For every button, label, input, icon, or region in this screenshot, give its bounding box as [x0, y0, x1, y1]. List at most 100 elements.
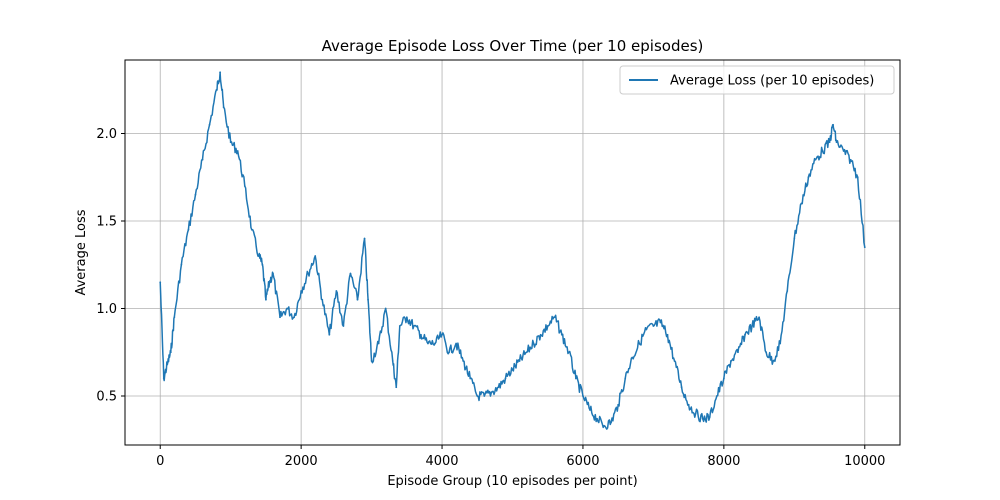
- data-point: [504, 377, 507, 380]
- data-point: [687, 403, 690, 406]
- data-point: [455, 342, 458, 345]
- data-point: [617, 403, 620, 406]
- data-point: [293, 316, 295, 319]
- data-point: [391, 360, 394, 362]
- data-point: [744, 333, 746, 336]
- data-point: [363, 237, 366, 240]
- data-point: [638, 342, 641, 345]
- data-point: [342, 325, 345, 327]
- data-point: [384, 307, 387, 310]
- data-point: [236, 150, 239, 152]
- data-point: [427, 342, 429, 345]
- data-point: [624, 377, 627, 380]
- data-point: [286, 307, 288, 310]
- data-point: [208, 123, 211, 126]
- legend-label: Average Loss (per 10 episodes): [670, 74, 874, 89]
- data-point: [765, 351, 768, 354]
- data-point: [173, 316, 176, 319]
- data-point: [476, 395, 479, 397]
- data-point: [215, 88, 218, 91]
- data-point: [832, 123, 834, 126]
- data-point: [483, 395, 486, 397]
- data-point: [370, 360, 373, 362]
- data-point: [420, 333, 422, 336]
- data-point: [261, 263, 264, 266]
- legend: Average Loss (per 10 episodes): [619, 65, 895, 95]
- data-point: [462, 360, 465, 362]
- data-point: [335, 290, 338, 292]
- data-point: [279, 316, 281, 319]
- x-tick-label: 4000: [425, 454, 458, 469]
- data-point: [243, 185, 246, 187]
- data-point: [395, 386, 398, 389]
- data-point: [631, 356, 634, 359]
- x-tick-label: 6000: [566, 454, 599, 469]
- data-point: [434, 342, 436, 345]
- data-point: [807, 176, 810, 179]
- data-point: [398, 325, 401, 327]
- data-point: [539, 333, 542, 336]
- data-point: [497, 386, 500, 389]
- data-point: [377, 342, 380, 345]
- tick-layer: 0 2000 4000 6000 8000 10000 0.5 1.0 1.5 2.0: [96, 127, 885, 469]
- data-point: [180, 263, 183, 266]
- data-point: [194, 193, 197, 196]
- data-point: [307, 272, 310, 275]
- data-point: [518, 360, 521, 362]
- data-point: [272, 272, 274, 275]
- data-point: [751, 325, 753, 327]
- legend-box: [619, 65, 895, 95]
- data-point: [730, 360, 732, 362]
- data-point: [708, 416, 711, 418]
- data-point: [575, 377, 577, 380]
- data-point: [652, 325, 655, 327]
- x-tick-label: 10000: [844, 454, 885, 469]
- data-point: [469, 377, 472, 380]
- data-point: [162, 377, 165, 380]
- grid-layer: [125, 60, 900, 445]
- y-tick-label: 1.5: [96, 215, 117, 230]
- x-tick-label: 0: [156, 454, 164, 469]
- y-tick-label: 0.5: [96, 390, 117, 405]
- y-tick-label: 2.0: [96, 127, 117, 142]
- data-point: [546, 325, 549, 327]
- data-point: [560, 333, 563, 336]
- data-point: [405, 316, 408, 319]
- data-point: [863, 246, 866, 249]
- data-point: [828, 141, 831, 144]
- x-tick-label: 2000: [285, 454, 318, 469]
- data-point: [448, 351, 450, 354]
- data-point: [525, 351, 528, 354]
- data-point: [673, 360, 676, 362]
- data-point: [842, 150, 845, 152]
- data-point: [722, 377, 725, 380]
- data-point: [659, 321, 662, 324]
- y-axis-label: Average Loss: [74, 209, 89, 295]
- data-point: [582, 395, 584, 397]
- data-point: [814, 158, 817, 161]
- data-point: [349, 272, 352, 275]
- y-tick-label: 1.0: [96, 302, 117, 317]
- data-point: [511, 368, 514, 371]
- data-point: [758, 316, 760, 319]
- data-point: [532, 342, 535, 345]
- data-point: [300, 290, 303, 292]
- data-point: [779, 342, 782, 345]
- data-point: [367, 298, 369, 301]
- data-point: [166, 363, 169, 366]
- data-point: [772, 360, 775, 362]
- x-tick-label: 8000: [707, 454, 740, 469]
- data-point: [169, 351, 172, 354]
- data-point: [321, 298, 324, 301]
- data-point: [159, 281, 162, 284]
- data-point: [680, 386, 683, 389]
- data-point: [356, 298, 359, 301]
- data-point: [793, 237, 796, 240]
- data-point: [821, 150, 824, 152]
- data-point: [849, 158, 852, 161]
- data-point: [666, 333, 669, 336]
- data-point: [800, 202, 803, 205]
- data-point: [328, 333, 331, 336]
- data-point: [645, 328, 648, 331]
